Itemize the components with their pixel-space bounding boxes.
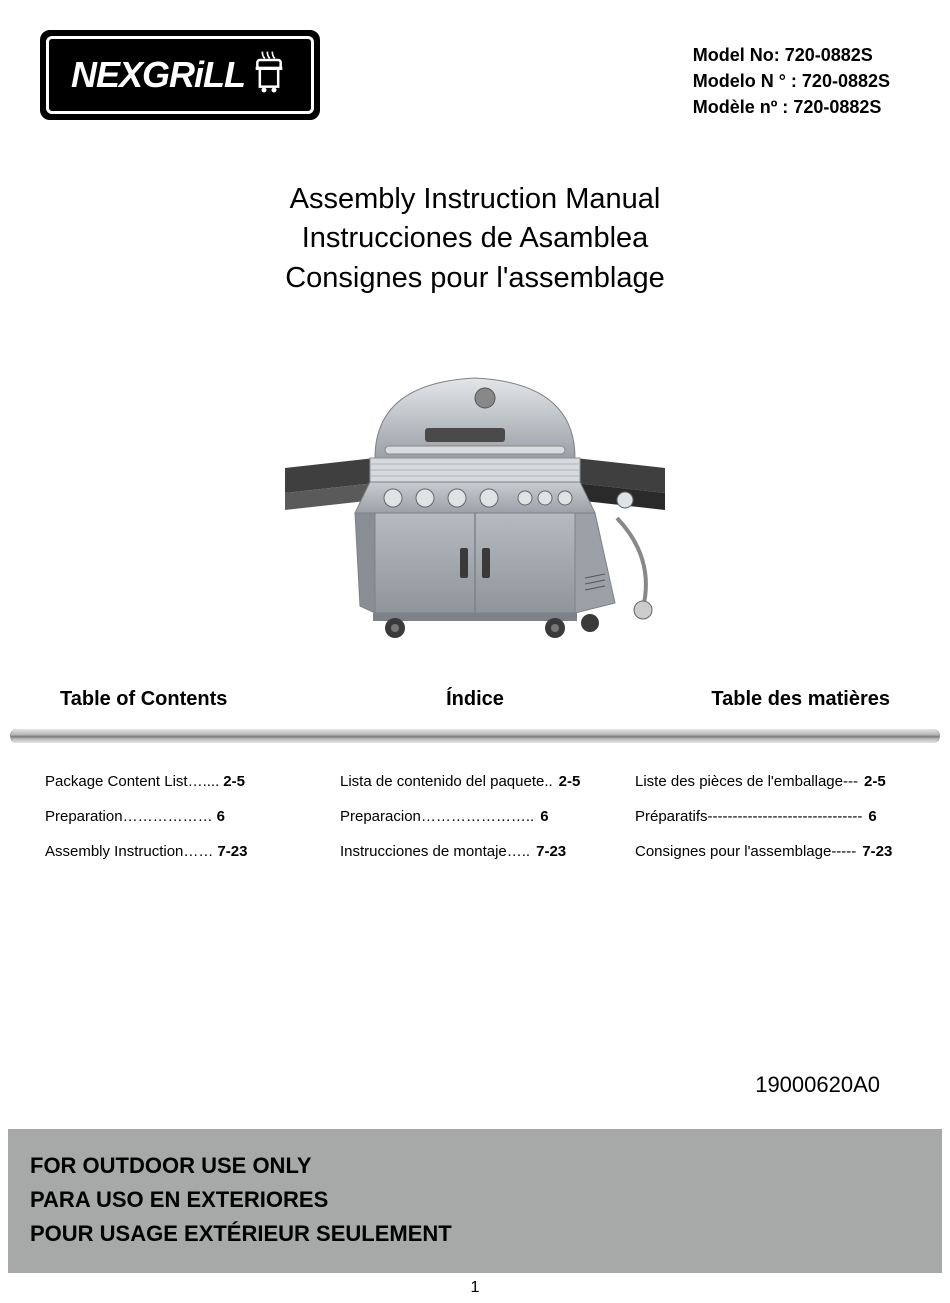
toc-header-es: Índice [337,688,614,711]
divider-bar [10,729,940,743]
toc-col-en: Package Content List…....2-5 Preparation… [45,773,320,878]
model-number: 720-0882S [793,97,881,117]
warning-fr: POUR USAGE EXTÉRIEUR SEULEMENT [30,1221,920,1247]
warning-en: FOR OUTDOOR USE ONLY [30,1153,920,1179]
brand-text: NEXGRiLL [71,54,245,96]
toc-en-2-page: 7-23 [217,843,247,860]
model-info-block: Model No: 720-0882S Modelo N ° : 720-088… [693,30,890,120]
toc-fr-0-label: Liste des pièces de l'emballage [635,773,843,790]
grill-icon [249,50,289,100]
document-titles: Assembly Instruction Manual Instruccione… [0,180,950,297]
toc-dots: …… [183,843,213,860]
toc-es-1-page: 6 [540,808,548,825]
toc-en-1-page: 6 [217,808,225,825]
model-label-fr: Modèle nº : [693,97,789,117]
toc-es-2-label: Instrucciones de montaje [340,843,507,860]
toc-headers: Table of Contents Índice Table des matiè… [0,688,950,711]
toc-dots: ----- [831,843,856,860]
toc-columns: Package Content List…....2-5 Preparation… [0,743,950,878]
toc-fr-2-label: Consignes pour l'assemblage [635,843,831,860]
toc-fr-2-page: 7-23 [862,843,892,860]
toc-dots: --- [843,773,858,790]
brand-logo: NEXGRiLL [40,30,320,120]
model-label-es: Modelo N ° : [693,71,797,91]
toc-es-1-label: Preparacion [340,808,421,825]
toc-dots: ….... [188,773,220,790]
toc-col-fr: Liste des pièces de l'emballage--- 2-5 P… [635,773,910,878]
document-number: 19000620A0 [755,1072,880,1098]
title-fr: Consignes pour l'assemblage [0,259,950,298]
toc-dots: ….. [507,843,530,860]
model-number: 720-0882S [785,45,873,65]
toc-es-0-page: 2-5 [559,773,581,790]
model-number: 720-0882S [802,71,890,91]
toc-en-2-label: Assembly Instruction [45,843,183,860]
toc-en-0-label: Package Content List [45,773,188,790]
toc-col-es: Lista de contenido del paquete.. 2-5 Pre… [340,773,615,878]
toc-es-0-label: Lista de contenido del paquete.. [340,773,553,790]
product-illustration [0,328,950,648]
page-number: 1 [0,1279,950,1297]
toc-header-en: Table of Contents [60,688,337,711]
toc-en-1-label: Preparation [45,808,123,825]
toc-header-fr: Table des matières [613,688,890,711]
toc-en-0-page: 2-5 [223,773,245,790]
toc-fr-1-label: Préparatifs [635,808,708,825]
title-es: Instrucciones de Asamblea [0,219,950,258]
warning-es: PARA USO EN EXTERIORES [30,1187,920,1213]
toc-fr-0-page: 2-5 [864,773,886,790]
toc-dots: ……………… [123,808,213,825]
toc-fr-1-page: 6 [868,808,876,825]
title-en: Assembly Instruction Manual [0,180,950,219]
model-label-en: Model No: [693,45,780,65]
toc-es-2-page: 7-23 [536,843,566,860]
warning-banner: FOR OUTDOOR USE ONLY PARA USO EN EXTERIO… [8,1129,942,1273]
toc-dots: ------------------------------- [708,808,863,825]
toc-dots: ………………….. [421,808,534,825]
